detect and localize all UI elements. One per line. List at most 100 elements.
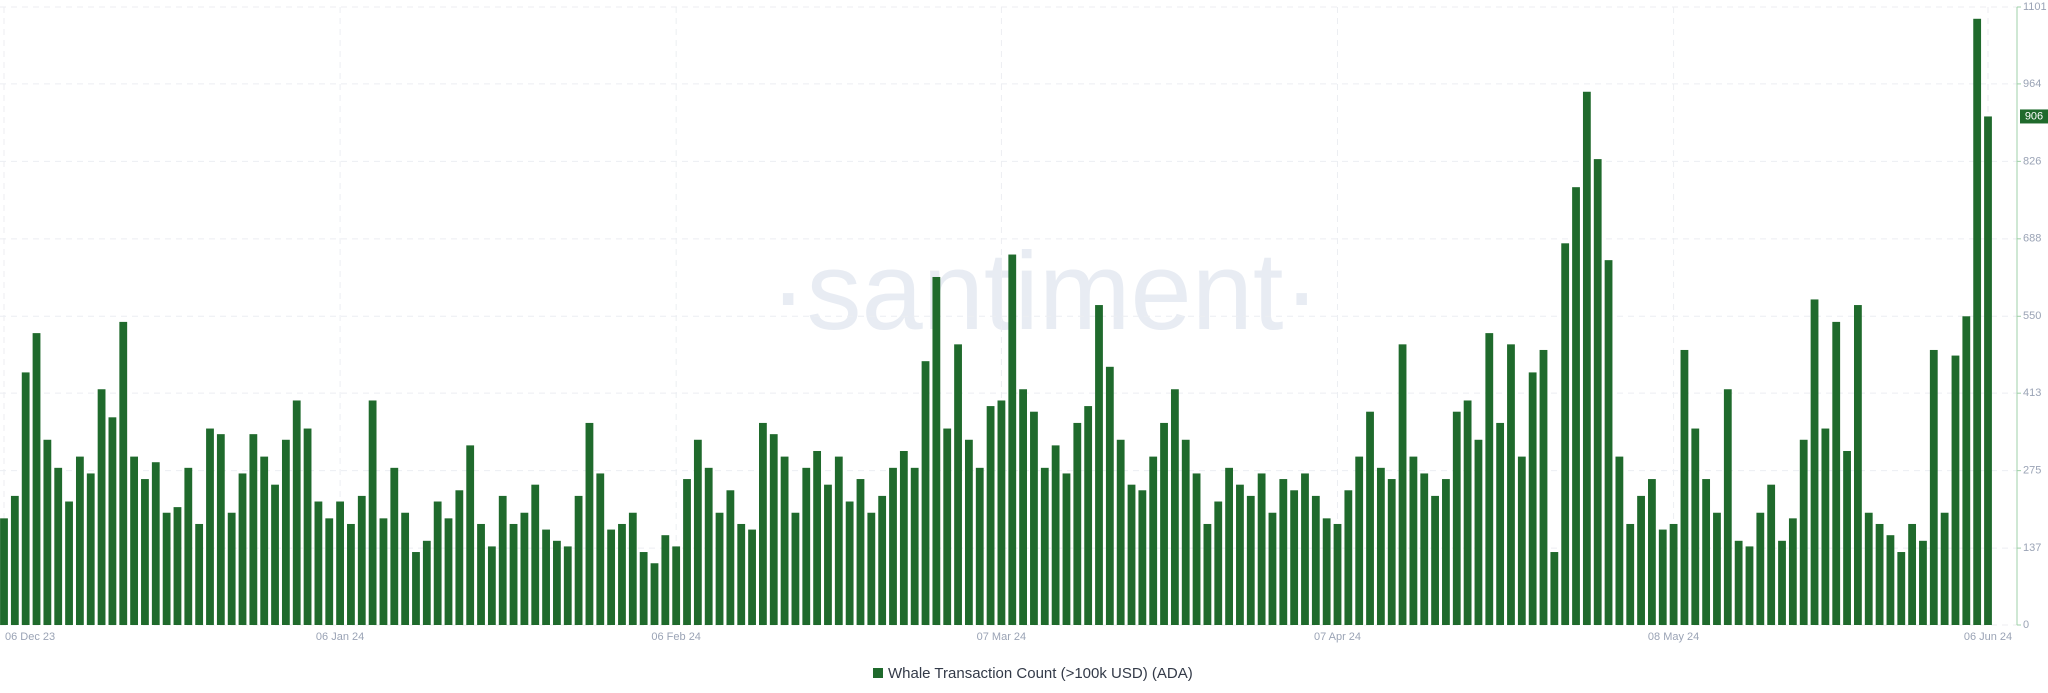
bar	[0, 518, 8, 625]
bar	[32, 333, 41, 625]
bar	[1170, 389, 1179, 625]
bar	[1116, 439, 1125, 625]
bar	[347, 523, 355, 625]
bar	[1149, 456, 1158, 625]
bar	[704, 467, 713, 625]
bar	[1333, 523, 1342, 625]
bar	[1897, 552, 1906, 625]
bar	[108, 417, 117, 625]
bar	[1366, 411, 1374, 625]
y-tick-label: 826	[2023, 155, 2041, 167]
bar	[661, 535, 670, 625]
bar	[1507, 344, 1515, 625]
bar	[1192, 473, 1201, 625]
bar	[1311, 495, 1320, 625]
bar	[206, 428, 214, 625]
bar	[1951, 355, 1960, 625]
bar	[607, 529, 616, 625]
bar	[1355, 456, 1364, 625]
bar	[910, 467, 919, 625]
y-tick-label: 964	[2023, 78, 2041, 90]
bar	[357, 495, 366, 625]
bar	[1225, 467, 1233, 625]
bar	[1778, 540, 1786, 625]
bar	[1528, 372, 1537, 625]
bar	[21, 372, 30, 625]
y-tick-label: 137	[2023, 542, 2041, 554]
bar	[433, 501, 442, 625]
bar	[173, 507, 182, 625]
bar	[1680, 349, 1689, 625]
bar	[368, 400, 377, 625]
x-tick-label: 06 Dec 23	[5, 631, 55, 643]
bar	[412, 552, 420, 625]
x-tick-label: 07 Apr 24	[1314, 631, 1361, 643]
bar	[672, 546, 681, 625]
bar	[238, 473, 247, 625]
bar	[1344, 490, 1353, 625]
bar	[715, 512, 724, 625]
bar	[65, 501, 73, 625]
bar	[1301, 473, 1309, 625]
bar	[1702, 479, 1711, 625]
bar	[1843, 450, 1851, 625]
bar	[43, 439, 52, 625]
x-tick-label: 06 Feb 24	[651, 631, 701, 643]
y-tick-label: 550	[2023, 310, 2041, 322]
bar	[1138, 490, 1147, 625]
bar	[1127, 484, 1136, 625]
bar	[1105, 366, 1114, 625]
bar	[1539, 349, 1548, 625]
y-tick-label: 1101	[2023, 1, 2047, 13]
bar	[1073, 422, 1082, 625]
bar	[1853, 305, 1862, 625]
bar	[1279, 479, 1288, 625]
bar	[1442, 479, 1450, 625]
last-value-badge	[2020, 109, 2048, 124]
bar	[1648, 479, 1656, 625]
bar	[336, 501, 344, 625]
bar	[921, 361, 930, 625]
bar	[1929, 349, 1938, 625]
bar	[1832, 321, 1841, 625]
bar	[986, 406, 995, 625]
bar	[813, 450, 822, 625]
bar	[1376, 467, 1385, 625]
bar	[997, 400, 1006, 625]
bar	[314, 501, 323, 625]
bar	[1973, 18, 1982, 625]
bar	[932, 276, 941, 625]
bar	[531, 484, 540, 625]
bar	[1496, 422, 1505, 625]
bar	[759, 422, 767, 625]
bar	[260, 456, 269, 625]
bar	[1691, 428, 1700, 625]
bar	[1713, 512, 1721, 625]
bar	[1940, 512, 1949, 625]
x-tick-label: 06 Jan 24	[316, 631, 364, 643]
bar	[466, 445, 475, 625]
bar	[1030, 411, 1038, 625]
bar	[1572, 187, 1580, 625]
y-tick-label: 275	[2023, 465, 2041, 477]
bar	[130, 456, 139, 625]
bar	[303, 428, 312, 625]
bar	[975, 467, 984, 625]
bar	[1008, 254, 1017, 625]
bar	[1431, 495, 1439, 625]
bar	[401, 512, 410, 625]
bar	[1984, 116, 1992, 625]
bar	[1604, 260, 1613, 625]
bar	[54, 467, 63, 625]
bar	[1734, 540, 1743, 625]
bar	[1095, 305, 1103, 625]
bar	[1409, 456, 1418, 625]
watermark: ·santiment·	[770, 230, 1320, 353]
bar	[1398, 344, 1407, 625]
bar	[769, 434, 778, 625]
bar	[1626, 523, 1635, 625]
bar	[1420, 473, 1429, 625]
bar	[75, 456, 84, 625]
bar	[1019, 389, 1028, 625]
bar	[10, 495, 19, 625]
